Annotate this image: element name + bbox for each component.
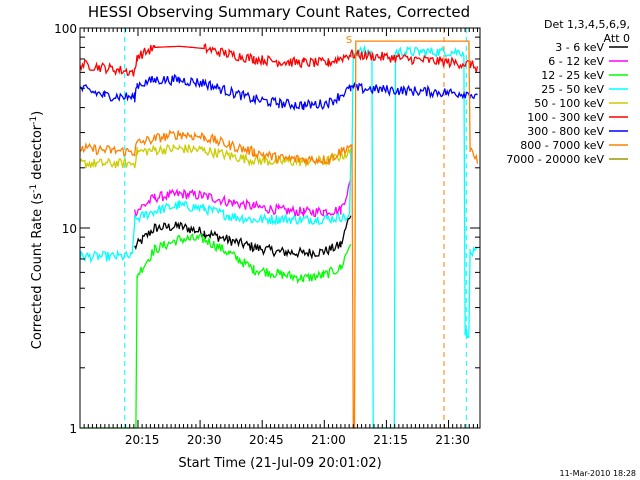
legend-label-1: 6 - 12 keV	[548, 55, 604, 68]
legend-label-4: 50 - 100 keV	[534, 97, 604, 110]
x-axis-label: Start Time (21-Jul-09 20:01:02)	[178, 456, 381, 471]
x-tick-label-0: 20:15	[125, 433, 160, 447]
y-axis-label-end: )	[30, 111, 45, 116]
y-tick-label-0: 1	[69, 422, 77, 436]
legend-label-3: 25 - 50 keV	[541, 83, 604, 96]
series-line-7	[79, 40, 479, 429]
series-line-5	[79, 43, 479, 77]
y-axis-label-sup2: -1	[29, 116, 39, 125]
x-tick-label-3: 21:00	[311, 433, 346, 447]
y-tick-label-1: 10	[62, 222, 77, 236]
y-tick-label-2: 100	[54, 22, 77, 36]
series-line-0	[134, 215, 352, 260]
legend-header-1: Det 1,3,4,5,6,9,	[544, 18, 630, 31]
plot-frame	[79, 27, 481, 429]
legend-label-7: 800 - 7000 keV	[520, 139, 604, 152]
legend-label-6: 300 - 800 keV	[527, 125, 604, 138]
series-line-4	[79, 143, 352, 169]
y-axis-label-mid: detector	[30, 124, 45, 184]
x-tick-label-1: 20:30	[187, 433, 222, 447]
legend-label-8: 7000 - 20000 keV	[506, 153, 604, 166]
y-axis-label-main: Corrected Count Rate (s	[30, 193, 45, 350]
legend-header-2: Att 0	[604, 32, 630, 45]
x-tick-label-5: 21:30	[435, 433, 470, 447]
series-line-6	[79, 73, 478, 112]
series-line-2	[80, 233, 352, 429]
y-axis-label-sup1: -1	[29, 184, 39, 193]
x-tick-label-4: 21:15	[373, 433, 408, 447]
legend-label-2: 12 - 25 keV	[541, 69, 604, 82]
y-axis-label: Corrected Count Rate (s-1 detector-1)	[29, 111, 45, 349]
series-line-3	[79, 44, 478, 429]
x-tick-label-2: 20:45	[249, 433, 284, 447]
series-line-1	[134, 180, 352, 218]
legend-label-0: 3 - 6 keV	[555, 41, 604, 54]
legend-label-5: 100 - 300 keV	[527, 111, 604, 124]
annotation-0: S	[346, 35, 352, 46]
chart-title: HESSI Observing Summary Count Rates, Cor…	[88, 3, 470, 21]
footer-date: 11-Mar-2010 18:28	[560, 469, 637, 478]
